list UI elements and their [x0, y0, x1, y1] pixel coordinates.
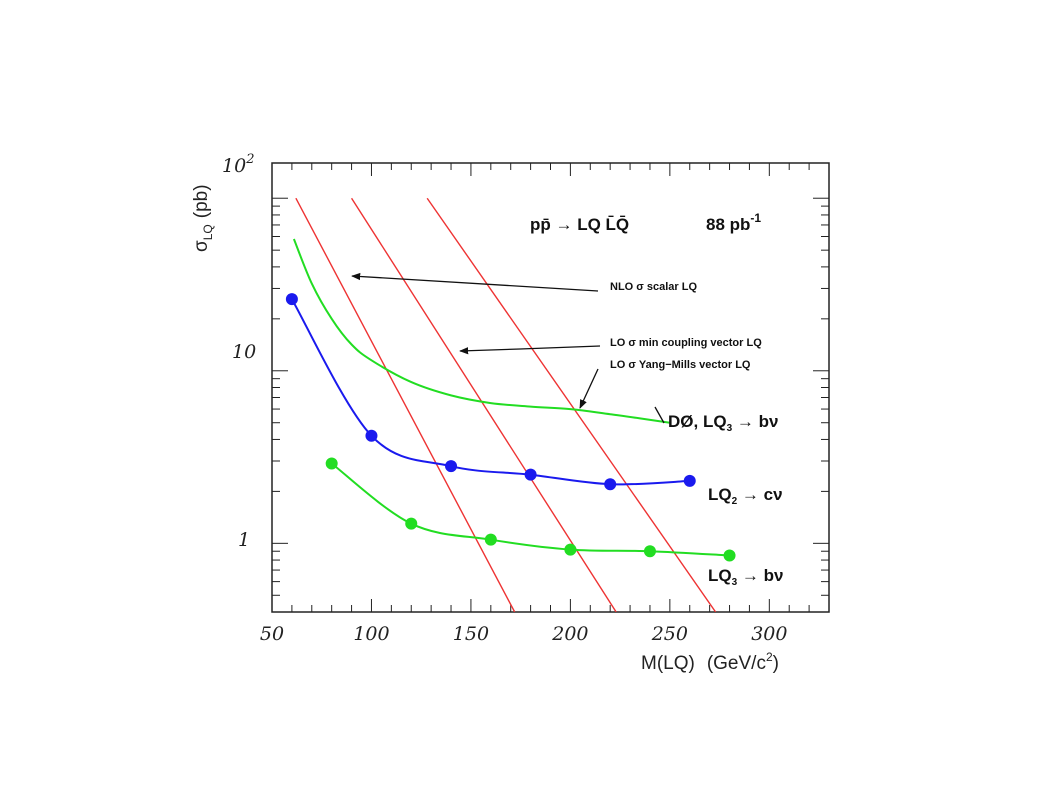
- lq2-label: LQ2 → cν: [708, 485, 783, 507]
- yang-mills-arrow: [579, 368, 599, 409]
- axis-ticks: [271, 163, 829, 613]
- x-tick-label: 250: [651, 623, 688, 645]
- y-axis-label: σLQ(pb): [191, 184, 215, 252]
- x-tick-labels: 50 100 150 200 250 300: [260, 623, 788, 645]
- x-tick-label: 150: [453, 623, 489, 645]
- data-point: [325, 457, 338, 470]
- data-point: [723, 549, 736, 562]
- x-axis-label: M(LQ) (GeV/c2): [641, 650, 779, 674]
- nlo-scalar-label: NLO σ scalar LQ: [610, 281, 697, 293]
- series-curve-2: [292, 238, 671, 424]
- data-point: [524, 468, 537, 481]
- data-point: [564, 543, 577, 556]
- data-point: [604, 478, 617, 491]
- theory-line-4: [350, 197, 617, 612]
- luminosity-label: 88 pb-1: [706, 211, 761, 234]
- min-coupling-label: LO σ min coupling vector LQ: [610, 337, 762, 349]
- data-point: [405, 517, 418, 530]
- data-point: [643, 545, 656, 558]
- theory-lines: [295, 197, 717, 612]
- y-tick-label-100: 102: [222, 152, 254, 177]
- data-point: [683, 474, 696, 487]
- process-label: pp̄ → LQ L̄Q̄: [530, 215, 629, 234]
- x-tick-label: 300: [751, 623, 787, 645]
- data-point: [285, 293, 298, 306]
- x-tick-label: 100: [353, 623, 389, 645]
- d0-limit-tick: [654, 406, 665, 424]
- theory-line-3: [295, 197, 516, 612]
- lq3-label: LQ3 → bν: [708, 566, 783, 588]
- theory-line-5: [426, 197, 717, 612]
- data-point: [365, 429, 378, 442]
- yang-mills-label: LO σ Yang−Mills vector LQ: [610, 359, 751, 371]
- data-points: [285, 293, 736, 562]
- x-tick-label: 200: [551, 623, 588, 645]
- series-curve-0: [291, 298, 690, 486]
- y-tick-label-10: 10: [232, 341, 256, 363]
- y-tick-label-1: 1: [238, 529, 250, 551]
- data-point: [484, 533, 497, 546]
- data-point: [445, 460, 458, 473]
- x-tick-label: 50: [260, 623, 284, 645]
- nlo-scalar-arrow: [351, 272, 599, 292]
- min-coupling-arrow: [459, 345, 601, 355]
- d0-limit-label: DØ, LQ3 → bν: [668, 412, 778, 434]
